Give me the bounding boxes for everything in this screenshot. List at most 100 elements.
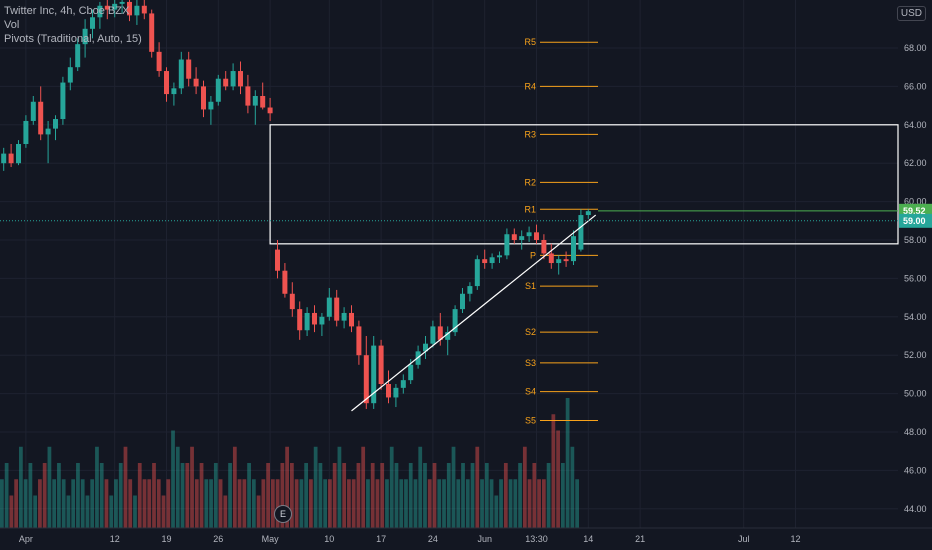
volume-bar: [541, 479, 546, 528]
volume-bar: [232, 446, 237, 528]
symbol-title[interactable]: Twitter Inc, 4h, Cboe BZX: [4, 5, 130, 17]
candle-body: [541, 240, 547, 254]
candle-body: [8, 153, 14, 164]
volume-bar: [128, 479, 133, 528]
pivot-label: S5: [525, 415, 536, 425]
candles: [1, 0, 591, 409]
volume-bar: [228, 463, 232, 528]
candle-body: [467, 286, 473, 294]
candle-body: [45, 128, 51, 135]
candle-body: [326, 297, 332, 317]
candle-body: [400, 380, 406, 388]
volume-bar: [213, 463, 218, 528]
pivot-label: P: [530, 250, 536, 260]
volume-bar: [427, 479, 432, 528]
volume-bar: [71, 479, 76, 528]
volume-bar: [508, 479, 513, 528]
candle-body: [1, 153, 7, 164]
volume-bar: [532, 463, 537, 528]
time-axis-label: 12: [790, 534, 800, 544]
candle-body: [497, 255, 502, 258]
volume-bar: [42, 463, 47, 528]
candle-body: [208, 101, 214, 110]
volume-bar: [480, 479, 484, 528]
candle-body: [511, 234, 517, 240]
volume-bar: [190, 446, 194, 528]
candle-body: [437, 326, 443, 340]
volume-bar: [413, 479, 418, 528]
candle-body: [215, 78, 221, 102]
volume-bar: [575, 479, 579, 528]
candle-body: [193, 78, 199, 87]
time-axis-label: Jun: [477, 534, 492, 544]
volume-bar: [199, 463, 204, 528]
volume-bar: [437, 479, 442, 528]
volume-bar: [347, 479, 351, 528]
volume-bar: [133, 495, 137, 528]
price-axis-label: 58.00: [904, 235, 927, 245]
pivot-label: S2: [525, 327, 536, 337]
volume-bar: [95, 446, 99, 528]
volume-bar: [494, 495, 499, 528]
time-axis-label: Apr: [19, 534, 33, 544]
candle-body: [319, 316, 325, 325]
volume-bar: [475, 446, 480, 528]
volume-bar: [218, 479, 223, 528]
volume-bar: [194, 479, 199, 528]
pivot-label: S4: [525, 387, 536, 397]
zone-rectangle: [269, 124, 899, 245]
volume-bar: [370, 463, 375, 528]
currency-button[interactable]: USD: [896, 6, 926, 21]
volume-bar: [385, 479, 389, 528]
candle-body: [119, 1, 125, 4]
volume-bar: [423, 463, 427, 528]
volume-bar: [556, 430, 560, 528]
volume-bar: [123, 446, 128, 528]
candle-body: [171, 88, 177, 95]
volume-bar: [156, 479, 161, 528]
candle-body: [97, 5, 103, 18]
candle-body: [356, 326, 362, 356]
pivot-label: S3: [525, 358, 536, 368]
candle-body: [548, 253, 554, 264]
candle-body: [201, 86, 206, 110]
volume-bar: [470, 463, 475, 528]
volume-bar: [19, 446, 23, 528]
volume-bar: [114, 479, 118, 528]
price-axis-label: 46.00: [904, 465, 927, 475]
volume-bar: [280, 463, 285, 528]
pivots-indicator-label[interactable]: Pivots (Traditional, Auto, 15): [4, 33, 142, 45]
volume-indicator-label[interactable]: Vol: [4, 19, 20, 31]
volume-bar: [38, 479, 42, 528]
volume-bar: [527, 479, 532, 528]
volume-bars: [0, 398, 579, 528]
candle-body: [474, 259, 480, 287]
candle-body: [134, 5, 140, 16]
earnings-marker[interactable]: E: [274, 505, 292, 523]
price-axis-label: 54.00: [904, 312, 927, 322]
candle-body: [75, 44, 81, 68]
volume-bar: [351, 479, 356, 528]
price-axis-label: 52.00: [904, 350, 927, 360]
volume-bar: [9, 495, 14, 528]
volume-bar: [299, 479, 304, 528]
volume-bar: [361, 446, 366, 528]
volume-bar: [489, 479, 494, 528]
pivot-label: R2: [524, 177, 536, 187]
candle-body: [186, 59, 192, 79]
volume-bar: [266, 463, 270, 528]
candle-body: [23, 120, 29, 144]
pivot-levels: R5 R4 R3 R2 R1 P S1 S2 S3 S4 S5: [524, 37, 598, 425]
candle-body: [260, 96, 266, 108]
volume-bar: [47, 446, 52, 528]
candle-body: [304, 312, 310, 331]
time-axis-label: 14: [583, 534, 593, 544]
volume-bar: [33, 495, 38, 528]
volume-bar: [137, 463, 142, 528]
pivot-label: R1: [524, 204, 536, 214]
volume-bar: [61, 479, 66, 528]
time-axis-label: Jul: [738, 534, 750, 544]
volume-bar: [204, 479, 209, 528]
